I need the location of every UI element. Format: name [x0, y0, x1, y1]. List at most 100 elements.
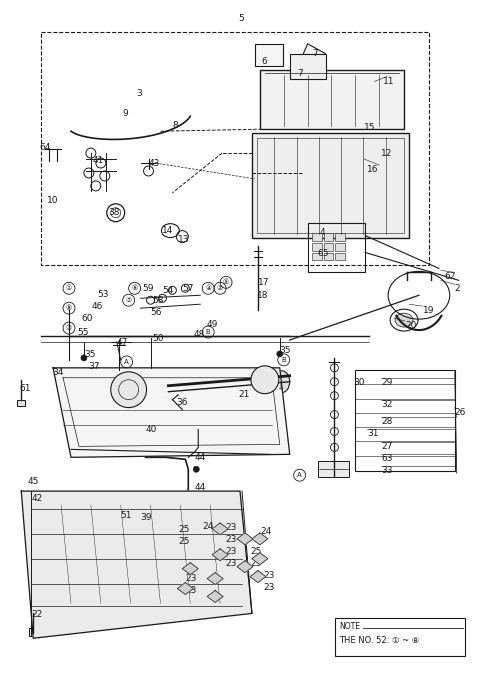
Text: 22: 22	[31, 610, 42, 620]
Text: 20: 20	[405, 321, 417, 330]
Text: 28: 28	[381, 416, 393, 426]
Text: 23: 23	[225, 523, 237, 532]
Text: 29: 29	[381, 378, 393, 386]
Text: 23: 23	[225, 535, 237, 544]
Bar	[255, 43, 283, 66]
Bar	[336, 618, 465, 656]
Bar	[324, 243, 334, 250]
Bar	[324, 252, 334, 260]
Text: ⑥: ⑥	[132, 285, 138, 292]
Text: 58: 58	[153, 296, 164, 305]
Text: 5: 5	[238, 14, 244, 23]
Bar	[41, 32, 429, 265]
Text: 23: 23	[263, 582, 274, 592]
Bar	[336, 243, 346, 250]
Text: 35: 35	[280, 346, 291, 355]
Polygon shape	[301, 43, 325, 68]
Polygon shape	[207, 573, 223, 584]
Text: 14: 14	[162, 226, 174, 235]
Text: 25: 25	[179, 525, 190, 534]
Bar	[312, 252, 322, 260]
Text: 10: 10	[47, 196, 59, 205]
Text: ③: ③	[66, 325, 72, 331]
Text: ②: ②	[217, 285, 223, 292]
Text: B: B	[281, 357, 286, 363]
Text: 30: 30	[353, 378, 365, 386]
Text: 13: 13	[179, 235, 190, 243]
Text: 40: 40	[145, 426, 157, 435]
Text: ①: ①	[66, 285, 72, 292]
Text: 55: 55	[77, 328, 88, 337]
Polygon shape	[237, 561, 253, 573]
Text: ④: ④	[205, 285, 211, 292]
Bar	[318, 461, 349, 477]
Circle shape	[251, 366, 279, 394]
Polygon shape	[212, 523, 228, 535]
Text: 33: 33	[381, 466, 393, 475]
Text: 25: 25	[250, 546, 261, 556]
Text: ⑦: ⑦	[126, 297, 132, 303]
Bar	[336, 233, 346, 241]
Text: 8: 8	[172, 121, 178, 130]
Circle shape	[277, 351, 283, 357]
Polygon shape	[53, 368, 290, 458]
Text: 47: 47	[117, 338, 128, 347]
Text: ⑧: ⑧	[66, 305, 72, 311]
Text: 53: 53	[97, 290, 108, 299]
Text: 39: 39	[141, 513, 152, 522]
Text: 36: 36	[176, 398, 188, 407]
Text: 46: 46	[92, 302, 103, 311]
Text: 15: 15	[364, 123, 376, 132]
Bar	[324, 233, 334, 241]
Text: 49: 49	[206, 320, 217, 329]
Text: 6: 6	[262, 57, 268, 66]
Ellipse shape	[274, 371, 290, 393]
Text: 44: 44	[194, 454, 205, 462]
Bar	[257, 138, 404, 233]
Text: 11: 11	[383, 77, 395, 85]
Text: 43: 43	[148, 159, 160, 168]
Bar	[252, 133, 409, 237]
Text: 54: 54	[162, 286, 174, 296]
Text: 23: 23	[185, 574, 197, 582]
Bar	[29, 629, 37, 636]
Text: 38: 38	[109, 207, 120, 217]
Text: 31: 31	[367, 429, 379, 439]
Polygon shape	[212, 549, 228, 561]
Text: 45: 45	[27, 477, 38, 486]
Text: 3: 3	[137, 89, 143, 98]
Polygon shape	[21, 491, 252, 638]
Text: 50: 50	[153, 334, 164, 343]
Text: 25: 25	[250, 559, 261, 567]
Text: 56: 56	[151, 308, 162, 317]
Text: THE NO. 52: ① ~ ⑧: THE NO. 52: ① ~ ⑧	[339, 636, 420, 645]
Bar	[290, 54, 325, 79]
Text: 23: 23	[225, 559, 237, 567]
Text: A: A	[124, 359, 129, 365]
Text: 7: 7	[312, 49, 318, 58]
Text: 2: 2	[455, 284, 460, 294]
Text: 21: 21	[238, 390, 250, 399]
Polygon shape	[250, 571, 266, 582]
Circle shape	[81, 355, 87, 361]
Text: 25: 25	[179, 537, 190, 546]
Text: 34: 34	[52, 368, 63, 377]
Text: 23: 23	[225, 546, 237, 556]
Text: 18: 18	[257, 292, 268, 300]
Circle shape	[111, 372, 146, 407]
Bar	[312, 233, 322, 241]
Text: 16: 16	[367, 165, 379, 174]
Polygon shape	[237, 533, 253, 545]
Text: 64: 64	[39, 143, 50, 152]
Text: 37: 37	[88, 362, 99, 371]
Text: 35: 35	[84, 350, 96, 359]
Text: 51: 51	[120, 511, 132, 520]
Text: 23: 23	[185, 586, 197, 595]
Text: 26: 26	[455, 407, 466, 416]
Bar	[312, 243, 322, 250]
Text: 41: 41	[93, 156, 104, 165]
Bar	[260, 70, 404, 129]
Bar	[355, 370, 455, 471]
Circle shape	[193, 466, 199, 472]
Text: 24: 24	[202, 522, 214, 531]
